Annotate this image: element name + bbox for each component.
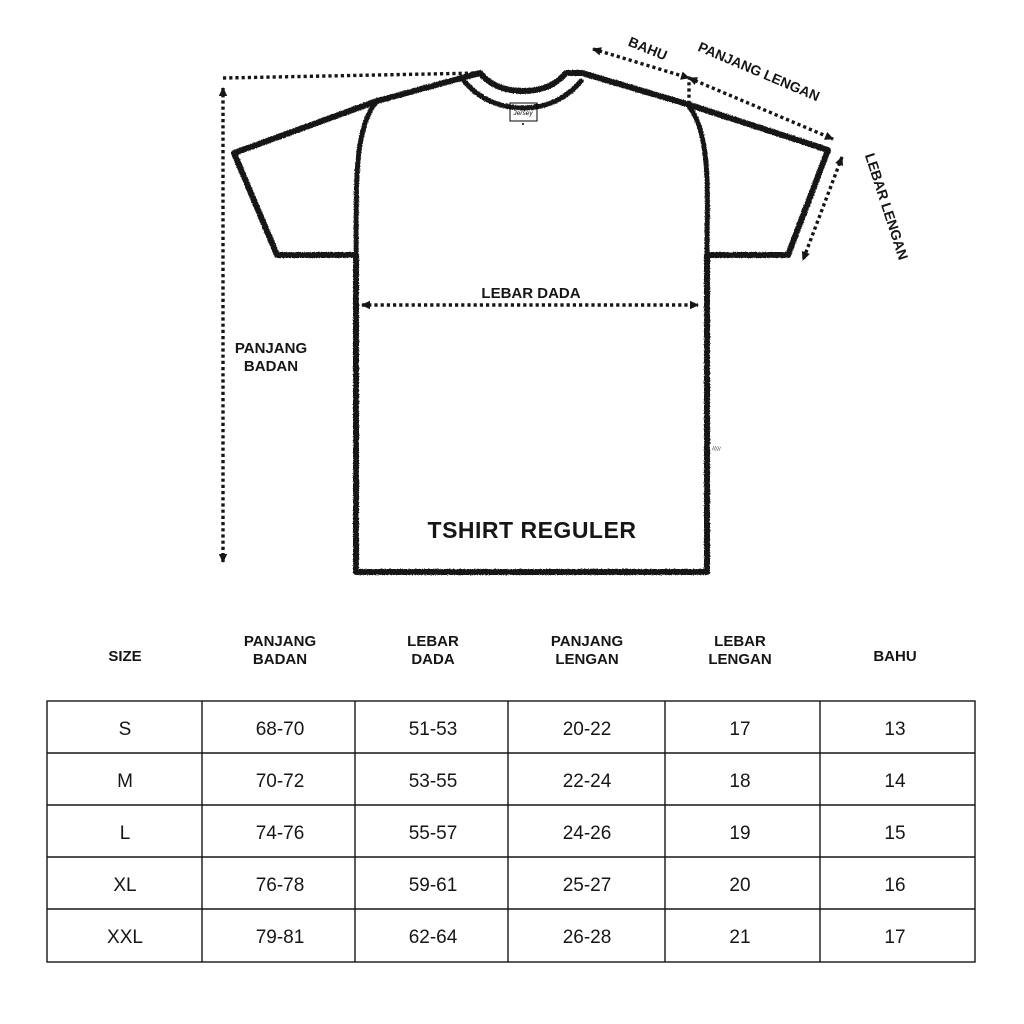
svg-text:BADAN: BADAN (253, 651, 307, 668)
svg-text:XL: XL (113, 875, 136, 896)
svg-text:LENGAN: LENGAN (555, 651, 618, 668)
svg-text:17: 17 (884, 927, 905, 948)
svg-text:17: 17 (729, 719, 750, 740)
svg-text:LEBAR DADA: LEBAR DADA (481, 285, 580, 302)
svg-text:LENGAN: LENGAN (708, 651, 771, 668)
svg-text:76-78: 76-78 (256, 875, 305, 896)
svg-text:20-22: 20-22 (563, 719, 612, 740)
svg-text:53-55: 53-55 (409, 771, 458, 792)
svg-text:21: 21 (729, 927, 750, 948)
svg-text:Jersey: Jersey (512, 110, 533, 117)
svg-text:15: 15 (884, 823, 905, 844)
svg-text:BAHU: BAHU (873, 648, 916, 665)
svg-text://///: ///// (712, 446, 721, 453)
svg-text:XXL: XXL (107, 927, 143, 948)
svg-text:24-26: 24-26 (563, 823, 612, 844)
svg-text:14: 14 (884, 771, 906, 792)
svg-text:79-81: 79-81 (256, 927, 305, 948)
svg-text:BADAN: BADAN (244, 358, 298, 375)
svg-text:18: 18 (729, 771, 750, 792)
svg-text:16: 16 (884, 875, 905, 896)
svg-text:59-61: 59-61 (409, 875, 458, 896)
svg-text:20: 20 (729, 875, 750, 896)
svg-text:26-28: 26-28 (563, 927, 612, 948)
svg-text:PANJANG: PANJANG (244, 633, 316, 650)
svg-text:PANJANG: PANJANG (235, 340, 307, 357)
svg-text:22-24: 22-24 (563, 771, 612, 792)
svg-text:PANJANG: PANJANG (551, 633, 623, 650)
svg-text:TSHIRT REGULER: TSHIRT REGULER (428, 517, 637, 543)
svg-text:74-76: 74-76 (256, 823, 305, 844)
svg-text:LEBAR: LEBAR (714, 633, 766, 650)
svg-text:19: 19 (729, 823, 750, 844)
svg-text:70-72: 70-72 (256, 771, 305, 792)
svg-text:68-70: 68-70 (256, 719, 305, 740)
svg-text:DADA: DADA (411, 651, 454, 668)
svg-text:25-27: 25-27 (563, 875, 612, 896)
svg-text:M: M (117, 771, 133, 792)
svg-text:51-53: 51-53 (409, 719, 458, 740)
svg-text:13: 13 (884, 719, 905, 740)
svg-text:SIZE: SIZE (108, 648, 141, 665)
svg-text:55-57: 55-57 (409, 823, 458, 844)
svg-text:LEBAR: LEBAR (407, 633, 459, 650)
svg-text:S: S (119, 719, 132, 740)
svg-text:L: L (120, 823, 131, 844)
svg-text:62-64: 62-64 (409, 927, 458, 948)
